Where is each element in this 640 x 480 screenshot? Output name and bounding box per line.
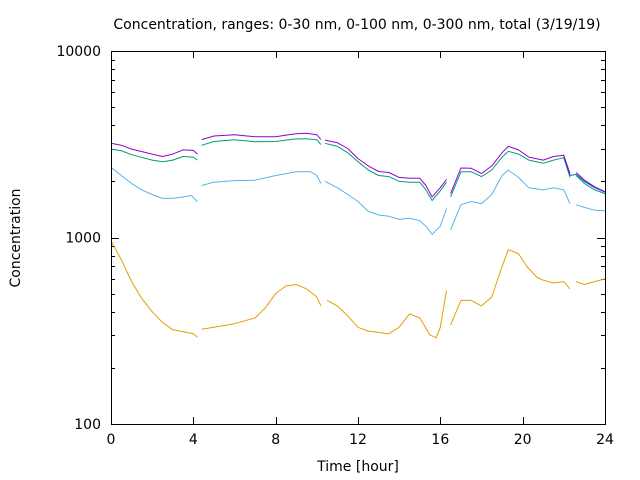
series-line-1 — [110, 240, 198, 338]
series-line-2 — [110, 166, 198, 202]
x-tick-label: 4 — [189, 432, 198, 448]
y-tick-label: 10000 — [56, 44, 101, 60]
series-line-1 — [450, 249, 571, 326]
series-line-5 — [110, 142, 198, 157]
series-line-3 — [575, 175, 606, 195]
y-axis-label: Concentration — [8, 188, 24, 287]
series-line-5 — [201, 132, 322, 141]
series-line-2 — [201, 171, 322, 186]
series-line-3 — [110, 148, 198, 163]
x-tick-label: 24 — [596, 432, 614, 448]
y-tick-label: 1000 — [65, 231, 101, 247]
series-line-2 — [324, 180, 447, 235]
series-line-2 — [450, 169, 571, 230]
chart-title: Concentration, ranges: 0-30 nm, 0-100 nm… — [113, 17, 600, 33]
x-tick-label: 20 — [514, 432, 532, 448]
series-line-2 — [576, 204, 606, 212]
series-layer — [110, 132, 606, 339]
y-minor-ticks — [111, 60, 605, 369]
x-tick-label: 16 — [431, 432, 449, 448]
series-line-5 — [324, 139, 447, 198]
series-line-1 — [201, 284, 322, 330]
series-line-5 — [575, 172, 606, 193]
y-axis-ticks: 100 1000 10000 — [56, 44, 605, 433]
plot-frame — [111, 51, 606, 425]
series-line-3 — [324, 142, 447, 201]
x-tick-label: 8 — [271, 432, 280, 448]
x-axis-ticks: 0 4 8 12 16 20 24 — [107, 51, 614, 448]
x-axis-label: Time [hour] — [316, 459, 399, 475]
series-line-3 — [450, 150, 571, 198]
series-line-4 — [563, 156, 606, 193]
x-tick-label: 0 — [107, 432, 116, 448]
y-tick-label: 100 — [74, 417, 101, 433]
series-line-5 — [450, 145, 571, 194]
x-tick-label: 12 — [349, 432, 367, 448]
series-line-1 — [576, 278, 606, 285]
series-line-3 — [201, 138, 322, 146]
series-line-1 — [326, 290, 447, 339]
